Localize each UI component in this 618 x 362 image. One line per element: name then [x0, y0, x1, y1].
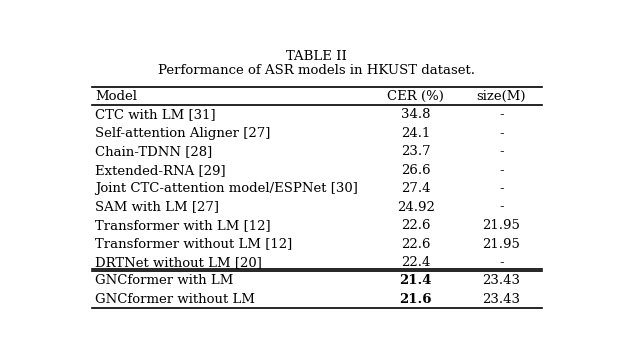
- Text: 34.8: 34.8: [401, 108, 431, 121]
- Text: Extended-RNA [29]: Extended-RNA [29]: [95, 164, 226, 177]
- Text: 27.4: 27.4: [401, 182, 431, 195]
- Text: 24.92: 24.92: [397, 201, 434, 214]
- Text: CER (%): CER (%): [387, 90, 444, 103]
- Text: DRTNet without LM [20]: DRTNet without LM [20]: [95, 256, 262, 269]
- Text: -: -: [499, 145, 504, 158]
- Text: -: -: [499, 108, 504, 121]
- Text: CTC with LM [31]: CTC with LM [31]: [95, 108, 216, 121]
- Text: Model: Model: [95, 90, 137, 103]
- Text: 26.6: 26.6: [401, 164, 431, 177]
- Text: SAM with LM [27]: SAM with LM [27]: [95, 201, 219, 214]
- Text: 22.6: 22.6: [401, 219, 431, 232]
- Text: 22.6: 22.6: [401, 237, 431, 251]
- Text: 21.4: 21.4: [399, 274, 432, 287]
- Text: Transformer without LM [12]: Transformer without LM [12]: [95, 237, 293, 251]
- Text: 21.95: 21.95: [483, 237, 520, 251]
- Text: -: -: [499, 164, 504, 177]
- Text: 23.7: 23.7: [401, 145, 431, 158]
- Text: Chain-TDNN [28]: Chain-TDNN [28]: [95, 145, 213, 158]
- Text: 23.43: 23.43: [482, 274, 520, 287]
- Text: GNCformer without LM: GNCformer without LM: [95, 293, 255, 306]
- Text: Transformer with LM [12]: Transformer with LM [12]: [95, 219, 271, 232]
- Text: 24.1: 24.1: [401, 127, 431, 140]
- Text: -: -: [499, 127, 504, 140]
- Text: Performance of ASR models in HKUST dataset.: Performance of ASR models in HKUST datas…: [158, 64, 475, 77]
- Text: size(M): size(M): [476, 90, 526, 103]
- Text: -: -: [499, 182, 504, 195]
- Text: 23.43: 23.43: [482, 293, 520, 306]
- Text: Self-attention Aligner [27]: Self-attention Aligner [27]: [95, 127, 271, 140]
- Text: 22.4: 22.4: [401, 256, 431, 269]
- Text: -: -: [499, 256, 504, 269]
- Text: -: -: [499, 201, 504, 214]
- Text: Joint CTC-attention model/ESPNet [30]: Joint CTC-attention model/ESPNet [30]: [95, 182, 358, 195]
- Text: GNCformer with LM: GNCformer with LM: [95, 274, 234, 287]
- Text: 21.95: 21.95: [483, 219, 520, 232]
- Text: 21.6: 21.6: [399, 293, 432, 306]
- Text: TABLE II: TABLE II: [286, 50, 347, 63]
